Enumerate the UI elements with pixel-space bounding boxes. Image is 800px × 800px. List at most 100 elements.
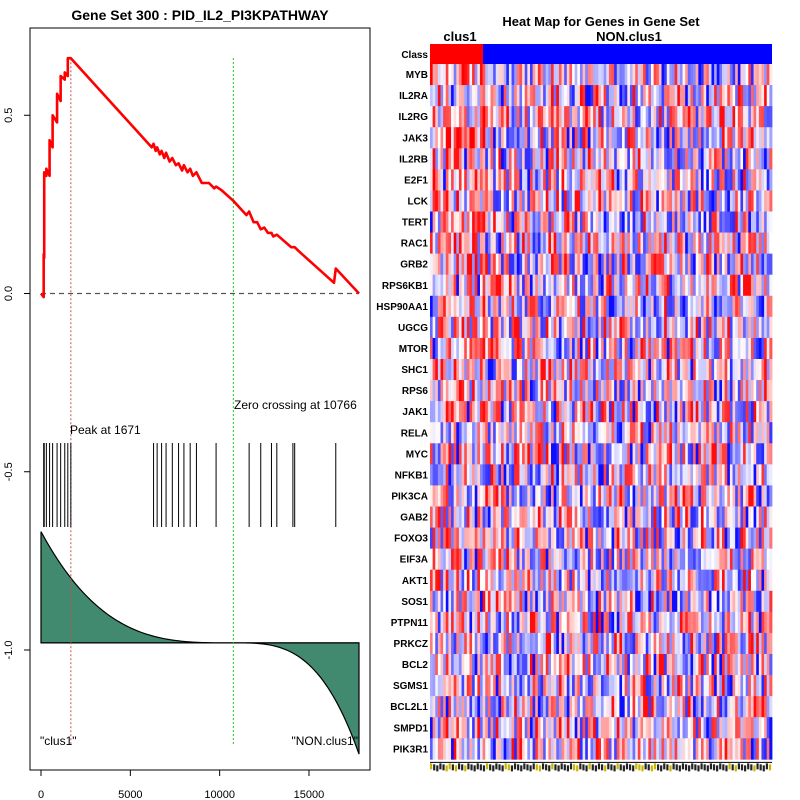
heatmap-cell [685, 675, 689, 697]
heatmap-cell [564, 190, 568, 212]
heatmap-cell [501, 359, 505, 381]
heatmap-cell [700, 148, 704, 170]
gene-label: UGCG [398, 323, 428, 334]
heatmap-cell [598, 548, 602, 571]
heatmap-cell [687, 611, 691, 634]
heatmap-cell [474, 295, 478, 318]
heatmap-cell [732, 632, 736, 655]
heatmap-cell [750, 654, 754, 676]
heatmap-cell [703, 295, 707, 318]
heatmap-cell [601, 632, 605, 655]
heatmap-cell [529, 401, 533, 423]
heatmap-cell [711, 485, 715, 507]
heatmap-cell [448, 464, 452, 486]
heatmap-cell [566, 232, 570, 254]
heatmap-cell [487, 337, 491, 360]
heatmap-cell [727, 169, 731, 191]
heatmap-cell [769, 85, 773, 107]
heatmap-cell [606, 274, 610, 297]
heatmap-cell [672, 316, 676, 339]
heatmap-cell [614, 569, 618, 592]
heatmap-cell [656, 359, 660, 381]
heatmap-cell [443, 654, 447, 676]
heatmap-cell [750, 590, 754, 613]
heatmap-cell [743, 232, 747, 254]
heatmap-cell [753, 569, 757, 592]
heatmap-cell [601, 211, 605, 233]
heatmap-cell [722, 548, 726, 571]
heatmap-cell [595, 232, 599, 254]
heatmap-cell [435, 274, 439, 297]
heatmap-cell [598, 64, 602, 86]
heatmap-cell [629, 696, 633, 718]
footer-mark [560, 763, 563, 770]
heatmap-cell [695, 64, 699, 86]
heatmap-cell [432, 548, 436, 571]
heatmap-cell [477, 169, 481, 191]
heatmap-cell [430, 443, 434, 465]
heatmap-cell [590, 232, 594, 254]
heatmap-cell [540, 422, 544, 444]
heatmap-cell [590, 253, 594, 276]
heatmap-cell [485, 632, 489, 655]
heatmap-cell [451, 590, 455, 613]
heatmap-cell [650, 527, 655, 549]
heatmap-cell [648, 717, 652, 739]
heatmap-cell [700, 253, 704, 276]
heatmap-cell [627, 464, 631, 486]
heatmap-cell [737, 675, 741, 697]
heatmap-cell [577, 232, 581, 254]
heatmap-cell [653, 654, 657, 676]
heatmap-cell [756, 696, 760, 718]
heatmap-cell [493, 738, 497, 760]
heatmap-cell [587, 274, 591, 297]
heatmap-cell [566, 654, 570, 676]
heatmap-cell [587, 169, 591, 191]
heatmap-cell [732, 316, 736, 339]
heatmap-cell [487, 443, 491, 465]
heatmap-cell [561, 611, 565, 634]
heatmap-cell [677, 359, 681, 381]
heatmap-cell [451, 190, 455, 212]
heatmap-cell [535, 232, 539, 254]
heatmap-cell [664, 401, 668, 423]
heatmap-cell [485, 696, 489, 718]
heatmap-cell [682, 632, 686, 655]
heatmap-cell [603, 295, 607, 318]
heatmap-cell [448, 611, 452, 634]
heatmap-cell [753, 337, 757, 360]
heatmap-cell [548, 127, 552, 149]
heatmap-cell [664, 696, 668, 718]
heatmap-cell [437, 738, 441, 760]
heatmap-cell [745, 443, 749, 465]
heatmap-cell [501, 569, 505, 592]
heatmap-cell [756, 632, 760, 655]
heatmap-cell [466, 611, 470, 634]
heatmap-cell [608, 654, 612, 676]
heatmap-cell [750, 148, 754, 170]
heatmap-cell [595, 506, 599, 528]
heatmap-cell [716, 632, 720, 655]
heatmap-cell [569, 590, 573, 613]
heatmap-cell [601, 548, 605, 571]
heatmap-cell [595, 590, 599, 613]
heatmap-cell [511, 169, 515, 191]
heatmap-cell [579, 127, 583, 149]
heatmap-cell [661, 696, 665, 718]
heatmap-cell [437, 590, 441, 613]
heatmap-cell [479, 127, 484, 149]
heatmap-cell [658, 696, 662, 718]
heatmap-cell [735, 443, 739, 465]
heatmap-cell [679, 590, 683, 613]
heatmap-cell [577, 85, 581, 107]
heatmap-cell [561, 717, 565, 739]
footer-mark [641, 765, 644, 772]
heatmap-cell [745, 738, 749, 760]
heatmap-cell [556, 401, 560, 423]
heatmap-cell [711, 253, 715, 276]
heatmap-cell [622, 590, 626, 613]
heatmap-cell [714, 148, 718, 170]
heatmap-cell [722, 506, 726, 528]
heatmap-cell [582, 359, 586, 381]
heatmap-cell [532, 485, 536, 507]
